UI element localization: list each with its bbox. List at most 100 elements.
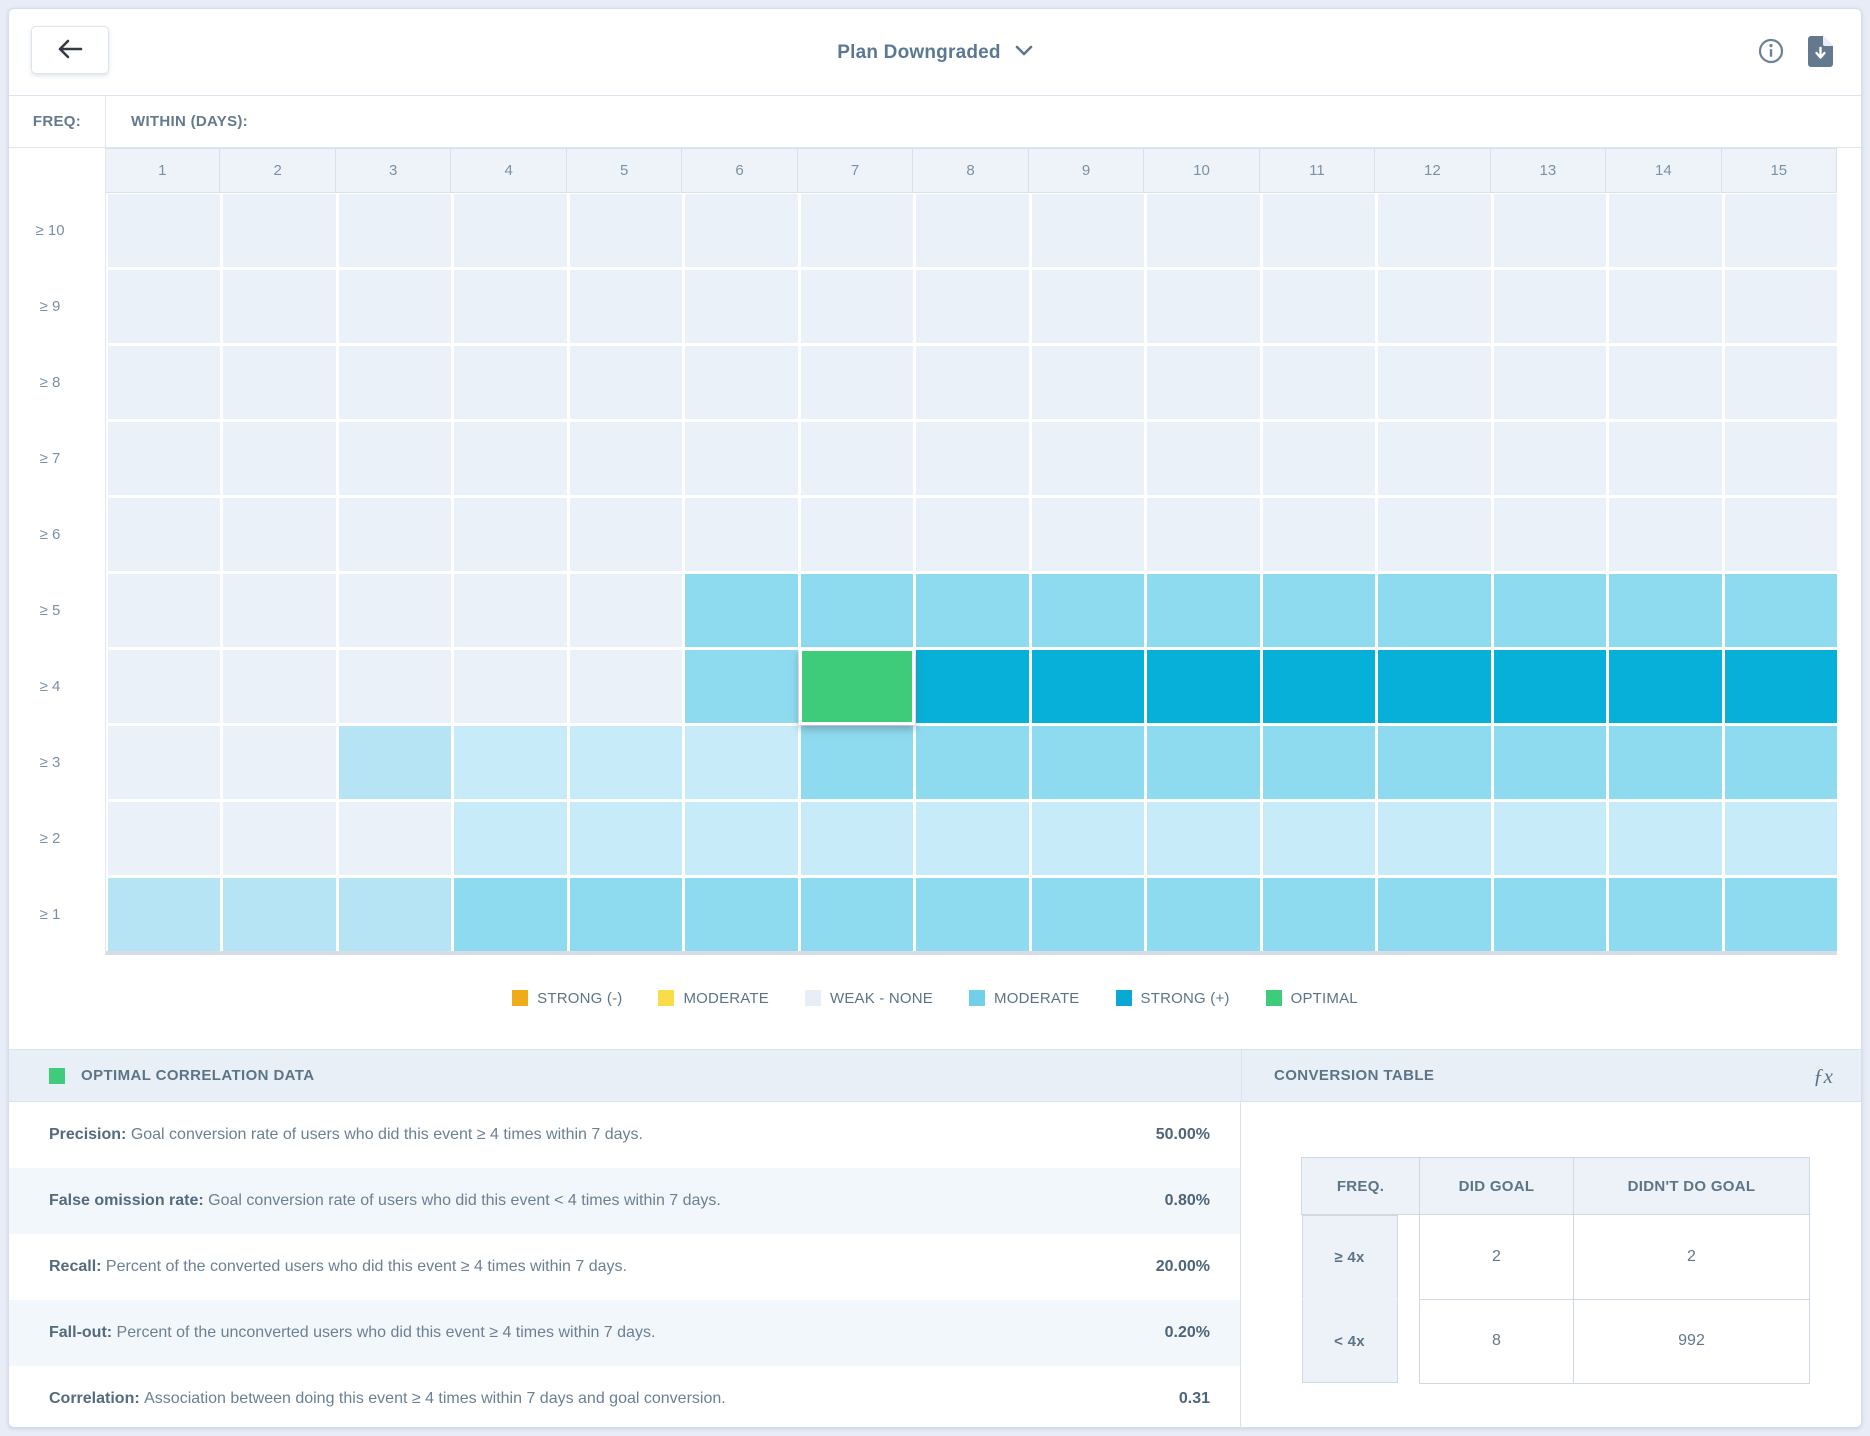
heatmap-cell[interactable] [1031, 574, 1145, 647]
heatmap-cell[interactable] [108, 270, 221, 343]
heatmap-cell[interactable] [1378, 802, 1491, 875]
heatmap-cell[interactable] [1378, 498, 1491, 571]
heatmap-cell[interactable] [108, 650, 221, 723]
heatmap-cell[interactable] [800, 802, 914, 875]
heatmap-cell[interactable] [1262, 650, 1376, 723]
heatmap-cell[interactable] [223, 422, 336, 495]
heatmap-cell[interactable] [685, 802, 798, 875]
heatmap-cell[interactable] [454, 650, 567, 723]
heatmap-cell[interactable] [1262, 194, 1376, 267]
heatmap-cell[interactable] [1031, 802, 1145, 875]
heatmap-cell[interactable] [1147, 346, 1260, 419]
heatmap-cell[interactable] [338, 574, 452, 647]
heatmap-cell[interactable] [569, 650, 683, 723]
heatmap-cell[interactable] [1493, 498, 1607, 571]
heatmap-cell[interactable] [1724, 346, 1837, 419]
heatmap-cell[interactable] [338, 270, 452, 343]
heatmap-cell[interactable] [1609, 194, 1722, 267]
heatmap-cell[interactable] [569, 498, 683, 571]
heatmap-cell[interactable] [108, 878, 221, 951]
back-button[interactable] [31, 26, 109, 74]
heatmap-cell[interactable] [685, 270, 798, 343]
heatmap-cell[interactable] [108, 574, 221, 647]
heatmap-cell[interactable] [108, 498, 221, 571]
heatmap-cell-optimal[interactable] [798, 648, 916, 725]
heatmap-cell[interactable] [338, 650, 452, 723]
heatmap-cell[interactable] [1609, 422, 1722, 495]
heatmap-cell[interactable] [916, 878, 1029, 951]
heatmap-cell[interactable] [223, 878, 336, 951]
heatmap-cell[interactable] [454, 726, 567, 799]
heatmap-cell[interactable] [1493, 270, 1607, 343]
heatmap-cell[interactable] [1493, 726, 1607, 799]
heatmap-cell[interactable] [1031, 726, 1145, 799]
heatmap-cell[interactable] [1031, 498, 1145, 571]
heatmap-cell[interactable] [800, 574, 914, 647]
heatmap-cell[interactable] [1031, 194, 1145, 267]
heatmap-cell[interactable] [1147, 270, 1260, 343]
heatmap-cell[interactable] [916, 270, 1029, 343]
heatmap-cell[interactable] [1147, 650, 1260, 723]
heatmap-cell[interactable] [454, 422, 567, 495]
heatmap-cell[interactable] [1262, 422, 1376, 495]
heatmap-cell[interactable] [338, 802, 452, 875]
heatmap-cell[interactable] [800, 194, 914, 267]
heatmap-cell[interactable] [1493, 194, 1607, 267]
heatmap-cell[interactable] [1609, 878, 1722, 951]
heatmap-cell[interactable] [454, 194, 567, 267]
heatmap-cell[interactable] [223, 726, 336, 799]
formula-button[interactable]: ƒx [1813, 1050, 1833, 1102]
heatmap-cell[interactable] [1493, 878, 1607, 951]
heatmap-cell[interactable] [1609, 574, 1722, 647]
heatmap-cell[interactable] [1262, 802, 1376, 875]
heatmap-cell[interactable] [1724, 878, 1837, 951]
heatmap-cell[interactable] [916, 650, 1029, 723]
heatmap-cell[interactable] [1378, 650, 1491, 723]
info-button[interactable] [1758, 38, 1784, 67]
heatmap-cell[interactable] [1493, 346, 1607, 419]
heatmap-cell[interactable] [800, 270, 914, 343]
heatmap-cell[interactable] [223, 194, 336, 267]
heatmap-cell[interactable] [1147, 574, 1260, 647]
heatmap-cell[interactable] [1493, 650, 1607, 723]
heatmap-cell[interactable] [1262, 878, 1376, 951]
heatmap-cell[interactable] [1262, 498, 1376, 571]
heatmap-cell[interactable] [800, 422, 914, 495]
heatmap-cell[interactable] [1262, 574, 1376, 647]
heatmap-cell[interactable] [1724, 802, 1837, 875]
heatmap-cell[interactable] [569, 802, 683, 875]
heatmap-cell[interactable] [569, 346, 683, 419]
heatmap-cell[interactable] [569, 574, 683, 647]
event-selector[interactable]: Plan Downgraded [9, 9, 1861, 96]
heatmap-cell[interactable] [1724, 270, 1837, 343]
heatmap-cell[interactable] [1493, 574, 1607, 647]
heatmap-cell[interactable] [108, 346, 221, 419]
heatmap-cell[interactable] [338, 726, 452, 799]
heatmap-cell[interactable] [800, 878, 914, 951]
heatmap-cell[interactable] [223, 270, 336, 343]
heatmap-cell[interactable] [1724, 498, 1837, 571]
heatmap-cell[interactable] [1031, 346, 1145, 419]
heatmap-cell[interactable] [569, 726, 683, 799]
heatmap-cell[interactable] [916, 802, 1029, 875]
heatmap-cell[interactable] [108, 194, 221, 267]
heatmap-cell[interactable] [1724, 422, 1837, 495]
heatmap-cell[interactable] [1147, 194, 1260, 267]
heatmap-cell[interactable] [1031, 650, 1145, 723]
heatmap-cell[interactable] [338, 878, 452, 951]
heatmap-cell[interactable] [1378, 270, 1491, 343]
heatmap-cell[interactable] [1147, 422, 1260, 495]
heatmap-cell[interactable] [454, 878, 567, 951]
heatmap-cell[interactable] [916, 346, 1029, 419]
heatmap-cell[interactable] [685, 650, 798, 723]
heatmap-cell[interactable] [800, 726, 914, 799]
heatmap-cell[interactable] [1378, 194, 1491, 267]
heatmap-cell[interactable] [569, 194, 683, 267]
heatmap-cell[interactable] [108, 726, 221, 799]
heatmap-cell[interactable] [1147, 802, 1260, 875]
heatmap-cell[interactable] [1031, 422, 1145, 495]
heatmap-cell[interactable] [800, 346, 914, 419]
heatmap-cell[interactable] [916, 498, 1029, 571]
heatmap-cell[interactable] [569, 270, 683, 343]
heatmap-cell[interactable] [1609, 270, 1722, 343]
